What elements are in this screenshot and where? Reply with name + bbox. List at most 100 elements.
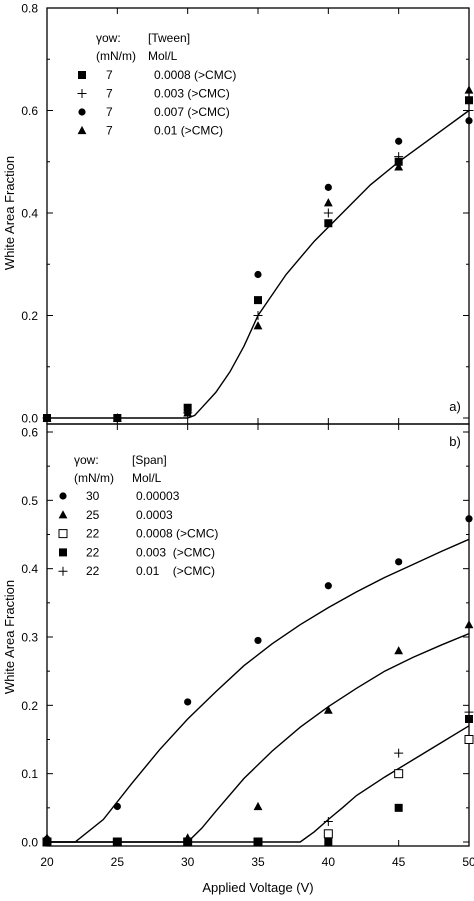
legend-header-gamma: γow: — [74, 453, 99, 467]
data-point-circle — [324, 183, 332, 191]
x-tick-label: 20 — [40, 855, 54, 869]
legend-marker-open-square — [58, 529, 68, 539]
legend-header-surfactant: [Span] — [132, 453, 167, 467]
y-axis-title: White Area Fraction — [2, 156, 17, 270]
data-point-triangle — [253, 801, 263, 811]
data-point-open-square — [464, 735, 474, 744]
data-point-plus — [183, 837, 193, 847]
legend-conc-value: 0.00003 — [136, 489, 180, 503]
data-point-plus — [323, 817, 333, 826]
data-point-plus — [464, 106, 474, 115]
y-tick-label: 0.3 — [21, 631, 38, 645]
legend-gamma-value: 7 — [106, 68, 113, 82]
legend-marker-circle — [59, 492, 67, 500]
x-axis-title: Applied Voltage (V) — [202, 880, 313, 895]
fit-curve — [47, 725, 470, 843]
data-point-triangle — [42, 413, 52, 422]
plot-frame — [46, 423, 470, 847]
y-tick-label: 0.2 — [21, 699, 38, 713]
data-point-open-square — [394, 769, 404, 779]
legend-conc-value: 0.003 (>CMC) — [136, 545, 215, 559]
data-point-plus — [394, 748, 404, 758]
data-point-circle — [184, 698, 192, 706]
y-axis-title: White Area Fraction — [2, 580, 17, 694]
legend-gamma-value: 7 — [106, 124, 113, 138]
y-tick-label: 0.2 — [21, 309, 38, 323]
data-point-square — [324, 838, 333, 846]
legend-marker-square — [78, 71, 86, 79]
data-point-triangle — [464, 85, 474, 94]
data-point-square — [394, 803, 403, 812]
data-point-triangle — [183, 408, 193, 417]
data-point-open-square — [323, 829, 333, 839]
legend-conc-value: 0.0008 (>CMC) — [136, 527, 218, 541]
data-point-circle — [324, 582, 332, 590]
x-tick-label: 30 — [181, 855, 195, 869]
legend-marker-plus — [58, 566, 68, 576]
data-point-square — [254, 296, 262, 305]
data-point-square — [324, 219, 333, 228]
legend-conc-value: 0.01 (>CMC) — [136, 564, 215, 578]
y-tick-label: 0.6 — [21, 104, 38, 118]
legend-header-units: (mN/m) — [96, 49, 136, 63]
data-point-plus — [394, 152, 404, 162]
legend-marker-square — [59, 548, 67, 557]
legend-gamma-value: 22 — [86, 527, 100, 541]
data-point-triangle — [464, 620, 474, 629]
fit-curve — [47, 109, 470, 419]
y-tick-label: 0.4 — [21, 207, 38, 221]
y-tick-label: 0.1 — [21, 767, 38, 781]
panel-label: b) — [449, 434, 461, 449]
fit-curve — [47, 632, 470, 843]
legend-header-conc-units: Mol/L — [132, 471, 162, 485]
legend-conc-value: 0.0003 — [136, 508, 173, 522]
x-tick-label: 25 — [111, 855, 125, 869]
data-point-plus — [112, 837, 122, 847]
legend-gamma-value: 7 — [106, 105, 113, 119]
panel-label: a) — [449, 399, 461, 414]
x-tick-label: 40 — [322, 855, 336, 869]
data-point-square — [465, 96, 473, 105]
x-tick-label: 45 — [392, 855, 406, 869]
y-tick-label: 0.5 — [21, 494, 38, 508]
legend-gamma-value: 7 — [106, 87, 113, 101]
panel-b-chart: 0.0 0.1 0.2 0.3 0.4 0.5 0.6 20 25 30 35 40 45 50 White… — [2, 423, 474, 895]
data-point-circle — [113, 802, 121, 811]
data-point-circle — [254, 636, 262, 645]
legend-header-conc-units: Mol/L — [148, 49, 178, 63]
data-point-plus — [253, 311, 263, 320]
data-point-triangle — [394, 162, 404, 171]
y-tick-label: 0.4 — [21, 562, 38, 576]
data-point-triangle — [323, 705, 333, 714]
legend-marker-triangle — [77, 125, 87, 135]
panel-a-chart: 0.0 0.2 0.4 0.6 0.8 White Area Fraction a) γow:… — [2, 2, 474, 426]
data-point-circle — [395, 558, 403, 566]
data-point-plus — [42, 837, 52, 847]
legend-conc-value: 0.01 (>CMC) — [154, 124, 223, 138]
x-tick-label: 35 — [251, 855, 265, 869]
legend-header-gamma: γow: — [96, 31, 121, 45]
legend-marker-circle — [78, 108, 86, 116]
x-tick-label: 50 — [462, 855, 474, 869]
legend-gamma-value: 22 — [86, 545, 100, 559]
data-point-circle — [395, 137, 403, 145]
y-tick-label: 0.0 — [21, 836, 38, 850]
y-tick-label: 0.8 — [21, 2, 38, 16]
y-tick-label: 0.0 — [21, 412, 38, 426]
legend-header-units: (mN/m) — [74, 471, 114, 485]
legend-conc-value: 0.003 (>CMC) — [154, 87, 230, 101]
data-point-circle — [465, 117, 473, 125]
legend-gamma-value: 30 — [86, 489, 100, 503]
y-tick-label: 0.6 — [21, 426, 38, 440]
data-point-triangle — [112, 413, 122, 422]
data-point-plus — [464, 707, 474, 717]
legend-header-surfactant: [Tween] — [148, 31, 190, 45]
data-point-triangle — [323, 198, 333, 207]
data-point-triangle — [394, 646, 404, 655]
data-point-square — [394, 157, 403, 166]
fit-curve — [47, 538, 470, 843]
legend-conc-value: 0.0008 (>CMC) — [154, 68, 236, 82]
data-point-circle — [465, 515, 473, 523]
data-point-square — [183, 403, 192, 412]
